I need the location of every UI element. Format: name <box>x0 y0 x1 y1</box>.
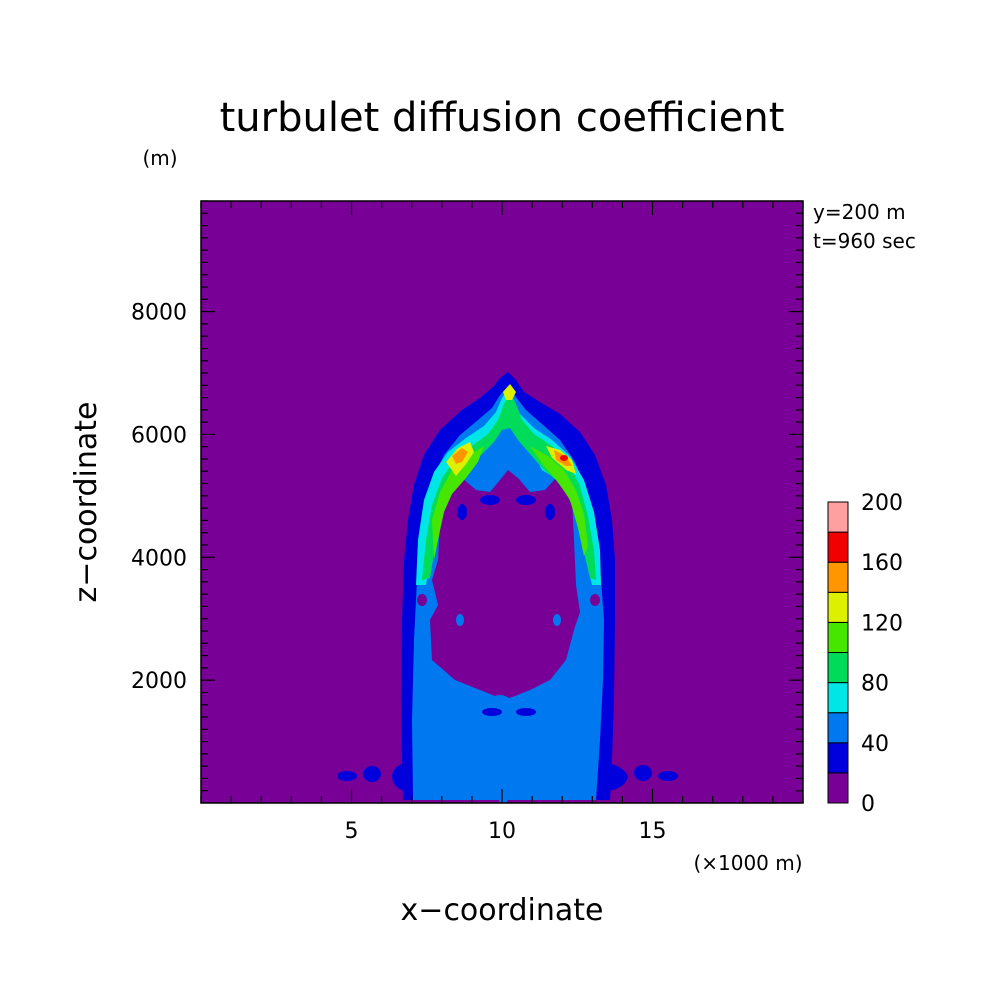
detail-blob-4 <box>590 594 600 606</box>
colorbar-swatch <box>827 621 849 654</box>
colorbar-label: 80 <box>861 672 889 697</box>
y-tick-label: 6000 <box>131 423 187 448</box>
colorbar-swatch <box>827 591 849 623</box>
x-tick-label: 10 <box>488 819 516 844</box>
detail-blob-7 <box>480 495 500 505</box>
colorbar-swatch <box>827 652 849 684</box>
y-axis-label: z−coordinate <box>69 402 104 603</box>
contour-field <box>337 372 678 803</box>
y-axis: 2000 4000 6000 8000 <box>131 200 803 792</box>
detail-blob-1 <box>456 614 464 626</box>
colorbar-swatch <box>827 772 849 804</box>
detail-blob-10 <box>516 708 536 716</box>
x-axis-label: x−coordinate <box>401 893 604 928</box>
x-tick-label: 15 <box>639 819 667 844</box>
y-tick-label: 4000 <box>131 546 187 571</box>
detail-blob-5 <box>457 504 467 520</box>
y-unit-label: (m) <box>142 146 177 170</box>
lower-wing-left <box>434 695 480 737</box>
x-unit-label: (×1000 m) <box>693 851 802 875</box>
x-axis: 5 10 15 <box>200 201 804 844</box>
contour-level-140-left <box>452 448 468 464</box>
contour-level-160-right <box>560 455 568 461</box>
puff-right-2 <box>658 771 678 781</box>
colorbar: 0 40 80 120 160 200 <box>827 491 903 817</box>
puff-left-2 <box>363 766 381 782</box>
colorbar-swatch <box>827 682 849 714</box>
colorbar-label: 120 <box>861 611 903 636</box>
colorbar-swatch <box>827 561 849 593</box>
chart-title: turbulet diffusion coefficient <box>220 95 785 141</box>
colorbar-label: 0 <box>861 792 875 817</box>
detail-blob-9 <box>482 708 502 716</box>
contour-level-120-top <box>503 384 516 400</box>
puff-right-1 <box>634 765 652 781</box>
y-tick-label: 8000 <box>131 301 187 326</box>
puff-left-1 <box>337 771 357 781</box>
central-column <box>488 695 516 803</box>
y-tick-label: 2000 <box>131 669 187 694</box>
lower-wing-right <box>520 695 568 736</box>
annotation-t: t=960 sec <box>813 229 916 253</box>
detail-blob-8 <box>516 495 536 505</box>
colorbar-swatch <box>827 531 849 563</box>
detail-blob-6 <box>545 504 555 520</box>
inner-cavity <box>430 470 580 700</box>
contour-level-100-right <box>530 446 588 556</box>
detail-blob-2 <box>553 614 561 626</box>
colorbar-swatch <box>827 742 849 774</box>
colorbar-swatch <box>827 712 849 744</box>
detail-blob-3 <box>417 594 427 606</box>
colorbar-label: 200 <box>861 491 903 516</box>
colorbar-label: 40 <box>861 732 889 757</box>
colorbar-label: 160 <box>861 551 903 576</box>
annotation-y: y=200 m <box>813 200 906 224</box>
x-tick-label: 5 <box>345 819 359 844</box>
colorbar-swatch <box>827 501 849 533</box>
